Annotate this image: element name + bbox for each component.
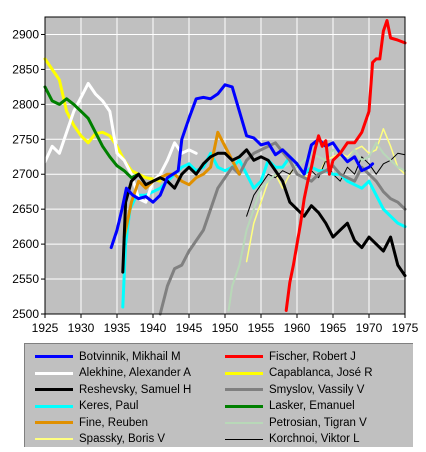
legend-swatch	[35, 404, 73, 408]
legend-item: Smyslov, Vassily V	[225, 381, 364, 398]
legend: Botvinnik, Mikhail M Fischer, Robert J Ale…	[24, 343, 413, 447]
legend-item: Reshevsky, Samuel H	[35, 381, 191, 398]
legend-swatch	[225, 371, 263, 375]
legend-label: Spassky, Boris V	[79, 433, 166, 445]
legend-item: Capablanca, José R	[225, 365, 373, 382]
x-tick-label: 1960	[284, 321, 311, 335]
legend-label: Fischer, Robert J	[269, 350, 356, 363]
legend-item: Lasker, Emanuel	[225, 398, 355, 415]
legend-swatch	[225, 438, 263, 440]
y-tick-label: 2600	[12, 237, 39, 251]
legend-swatch	[225, 421, 263, 424]
legend-item: Fine, Reuben	[35, 414, 148, 431]
legend-item: Korchnoi, Viktor L	[225, 431, 360, 448]
y-tick-label: 2900	[12, 27, 39, 41]
legend-swatch	[225, 404, 263, 408]
legend-label: Keres, Paul	[79, 400, 139, 412]
legend-swatch	[35, 355, 73, 358]
x-tick-label: 1975	[392, 321, 419, 335]
x-tick-label: 1965	[320, 321, 347, 335]
series-line-2	[43, 81, 198, 204]
legend-item: Spassky, Boris V	[35, 431, 165, 448]
legend-item: Petrosian, Tigran V	[225, 414, 367, 431]
y-tick-label: 2550	[12, 272, 39, 286]
x-tick-label: 1945	[176, 321, 203, 335]
legend-item: Botvinnik, Mikhail M	[35, 348, 181, 365]
x-tick-label: 1950	[212, 321, 239, 335]
y-tick-label: 2650	[12, 202, 39, 216]
legend-swatch	[35, 438, 73, 440]
y-tick-label: 2800	[12, 97, 39, 111]
series-line-8	[122, 130, 241, 239]
x-tick-label: 1925	[32, 321, 59, 335]
y-tick-label: 2500	[12, 307, 39, 321]
legend-label: Petrosian, Tigran V	[269, 416, 367, 429]
legend-swatch	[225, 355, 263, 358]
legend-item: Alekhine, Alexander A	[35, 365, 191, 382]
legend-swatch	[225, 388, 263, 391]
rating-history-chart: 2500 2550 2600 2650 2700 2750 2800 2850 2900 192…	[12, 16, 419, 335]
legend-label: Capablanca, José R	[269, 367, 373, 379]
legend-label: Korchnoi, Viktor L	[269, 433, 360, 445]
legend-swatch	[35, 421, 73, 424]
legend-label: Alekhine, Alexander A	[79, 367, 191, 379]
legend-swatch	[35, 371, 73, 375]
y-axis: 2500 2550 2600 2650 2700 2750 2800 2850 2900	[12, 27, 45, 321]
series-line-6	[121, 151, 407, 309]
y-tick-label: 2850	[12, 62, 39, 76]
legend-swatch	[35, 388, 73, 391]
legend-label: Reshevsky, Samuel H	[79, 383, 192, 396]
series-line-1	[284, 19, 407, 312]
series-lines	[43, 19, 407, 316]
legend-label: Smyslov, Vassily V	[269, 383, 365, 396]
x-tick-label: 1935	[104, 321, 131, 335]
series-line-7	[43, 85, 141, 180]
x-tick-label: 1970	[356, 321, 383, 335]
x-tick-label: 1930	[68, 321, 95, 335]
legend-label: Fine, Reuben	[79, 416, 149, 429]
series-line-0	[109, 83, 375, 250]
legend-label: Botvinnik, Mikhail M	[79, 350, 181, 363]
y-tick-label: 2750	[12, 132, 39, 146]
y-tick-label: 2700	[12, 167, 39, 181]
legend-item: Fischer, Robert J	[225, 348, 356, 365]
x-tick-label: 1955	[248, 321, 275, 335]
x-tick-label: 1940	[140, 321, 167, 335]
legend-item: Keres, Paul	[35, 398, 138, 415]
legend-label: Lasker, Emanuel	[269, 400, 355, 412]
x-axis: 1925 1930 1935 1940 1945 1950 1955 1960 1965 1970…	[32, 314, 419, 335]
